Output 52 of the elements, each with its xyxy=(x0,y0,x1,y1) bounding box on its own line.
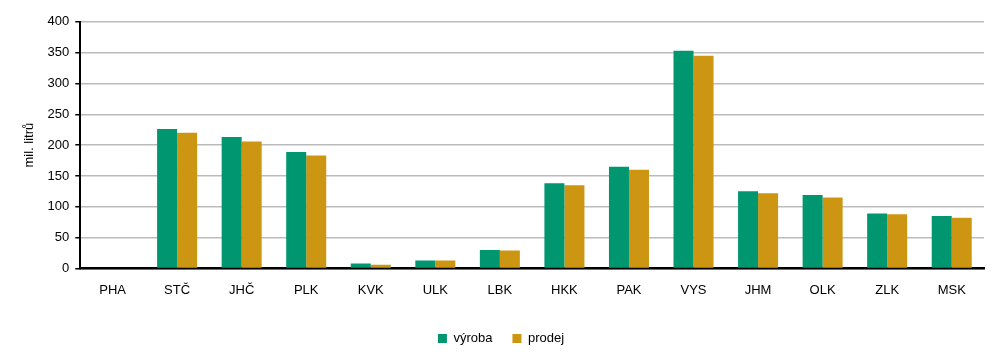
bar xyxy=(286,151,307,268)
bar xyxy=(177,132,198,268)
x-tick-label: PLK xyxy=(293,281,319,297)
bar xyxy=(738,191,759,268)
x-tick-label: LBK xyxy=(487,281,513,297)
y-tick-label: 250 xyxy=(47,105,70,121)
x-tick-label: HKK xyxy=(551,281,579,297)
y-tick-label: 300 xyxy=(47,75,70,91)
bar xyxy=(931,216,952,268)
bar xyxy=(370,264,391,268)
x-tick-label: MSK xyxy=(937,281,967,297)
y-tick-label: 350 xyxy=(47,44,70,60)
bar xyxy=(435,260,456,268)
y-axis-title: mil. litrů xyxy=(21,122,37,168)
bar xyxy=(673,50,694,268)
x-tick-label: JHČ xyxy=(229,281,255,297)
y-tick-label: 200 xyxy=(47,136,70,152)
x-tick-label: PHA xyxy=(99,281,127,297)
y-tick-label: 400 xyxy=(47,13,70,29)
x-tick-label: JHM xyxy=(744,281,772,297)
bar xyxy=(822,197,843,268)
x-tick-label: KVK xyxy=(357,281,385,297)
bar xyxy=(221,137,242,268)
bar xyxy=(693,55,714,268)
legend-label: prodej xyxy=(527,330,565,346)
y-tick-label: 50 xyxy=(54,229,70,245)
y-tick-label: 100 xyxy=(47,198,70,214)
x-tick-label: OLK xyxy=(809,281,836,297)
bar xyxy=(241,141,262,268)
bar xyxy=(564,185,585,268)
y-tick-label: 0 xyxy=(62,259,70,275)
x-tick-label: ZLK xyxy=(875,281,900,297)
x-tick-label: ULK xyxy=(422,281,449,297)
legend-label: výroba xyxy=(453,330,494,346)
bar xyxy=(499,250,520,268)
bar xyxy=(758,193,779,268)
bar xyxy=(157,129,178,268)
bar xyxy=(479,249,500,268)
x-tick-label: STČ xyxy=(164,281,191,297)
bar xyxy=(867,213,888,268)
bar xyxy=(544,183,565,268)
bar xyxy=(802,195,823,268)
y-tick-label: 150 xyxy=(47,167,70,183)
x-tick-label: PAK xyxy=(616,281,642,297)
bar xyxy=(306,155,327,268)
bar xyxy=(350,263,371,268)
bar xyxy=(887,214,908,268)
x-tick-label: VYS xyxy=(680,281,707,297)
bar xyxy=(628,169,649,268)
bar xyxy=(608,166,629,268)
bar xyxy=(951,217,972,268)
bar xyxy=(415,260,436,268)
